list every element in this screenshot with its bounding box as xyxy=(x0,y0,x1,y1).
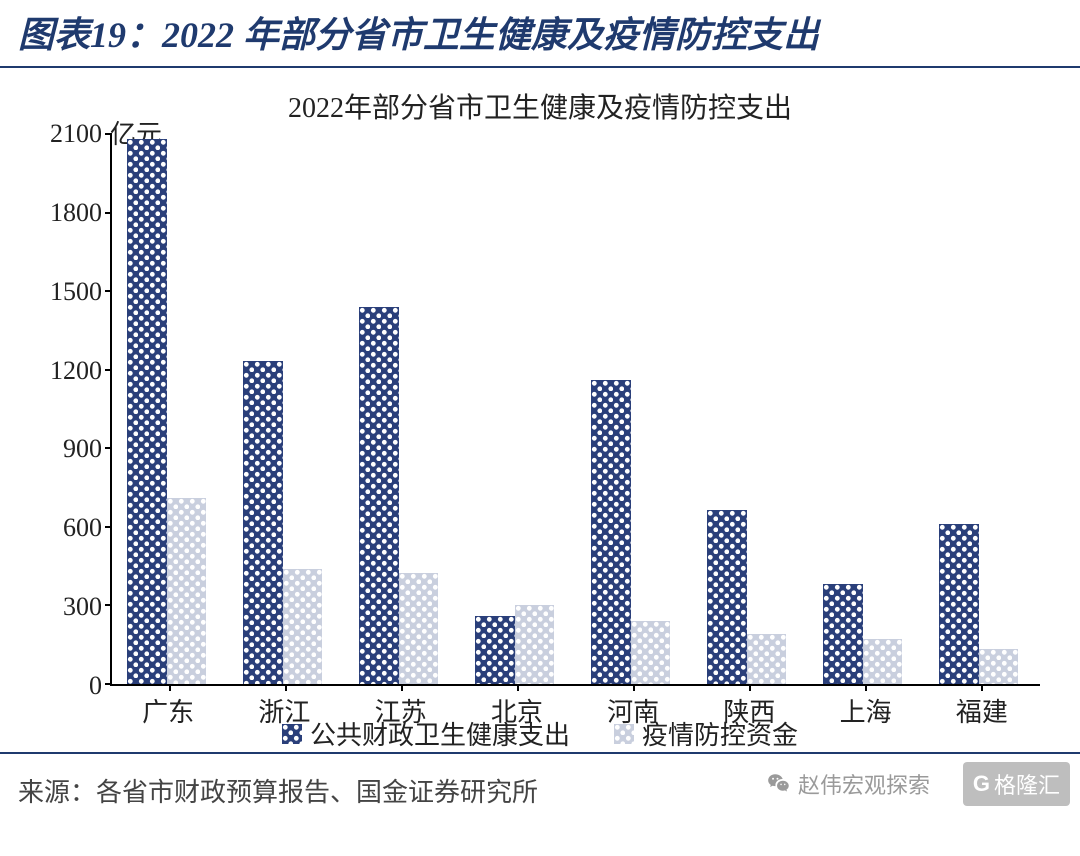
x-tick xyxy=(401,684,403,691)
gelonghui-text: 格隆汇 xyxy=(994,768,1060,800)
gelonghui-logo-icon: G xyxy=(973,771,990,797)
chart-area: 2022年部分省市卫生健康及疫情防控支出 亿元 0300600900120015… xyxy=(30,86,1050,746)
watermark-wechat-text: 赵伟宏观探索 xyxy=(798,768,930,800)
x-tick xyxy=(981,684,983,691)
x-tick xyxy=(169,684,171,691)
y-tick-label: 900 xyxy=(63,434,102,464)
bar xyxy=(167,498,206,684)
bar xyxy=(631,621,670,684)
legend-swatch xyxy=(282,724,302,744)
legend-swatch xyxy=(614,724,634,744)
legend-label: 公共财政卫生健康支出 xyxy=(310,715,570,752)
bar xyxy=(747,634,786,684)
bar xyxy=(591,380,630,684)
x-tick xyxy=(749,684,751,691)
y-tick xyxy=(105,683,112,685)
bar xyxy=(707,510,746,684)
y-tick xyxy=(105,369,112,371)
x-tick xyxy=(517,684,519,691)
bar xyxy=(359,307,398,684)
legend-label: 疫情防控资金 xyxy=(642,715,798,752)
x-tick xyxy=(285,684,287,691)
y-tick-label: 2100 xyxy=(50,119,102,149)
plot-region xyxy=(110,134,1040,686)
y-tick xyxy=(105,526,112,528)
x-tick xyxy=(865,684,867,691)
y-tick xyxy=(105,212,112,214)
y-tick xyxy=(105,447,112,449)
y-tick-label: 600 xyxy=(63,513,102,543)
x-tick xyxy=(633,684,635,691)
bar xyxy=(399,573,438,684)
wechat-icon xyxy=(766,771,792,797)
bar xyxy=(283,569,322,684)
y-tick xyxy=(105,604,112,606)
y-tick-label: 0 xyxy=(89,671,102,701)
bar xyxy=(515,605,554,684)
bar xyxy=(243,361,282,684)
bar xyxy=(979,649,1018,684)
bar xyxy=(863,639,902,684)
watermark-gelonghui: G 格隆汇 xyxy=(963,762,1070,806)
y-tick-label: 1200 xyxy=(50,356,102,386)
bar xyxy=(127,139,166,684)
legend-item: 公共财政卫生健康支出 xyxy=(282,715,570,752)
watermark-wechat: 赵伟宏观探索 xyxy=(766,768,930,800)
chart-title: 2022年部分省市卫生健康及疫情防控支出 xyxy=(30,86,1050,126)
y-tick xyxy=(105,133,112,135)
y-tick-label: 1800 xyxy=(50,198,102,228)
bar xyxy=(939,524,978,684)
y-tick-label: 1500 xyxy=(50,277,102,307)
y-tick xyxy=(105,290,112,292)
legend-item: 疫情防控资金 xyxy=(614,715,798,752)
figure-title: 图表19：2022 年部分省市卫生健康及疫情防控支出 xyxy=(0,0,1080,68)
y-tick-label: 300 xyxy=(63,592,102,622)
bars-layer xyxy=(112,134,1040,684)
y-axis-labels: 03006009001200150018002100 xyxy=(30,134,102,686)
bar xyxy=(823,584,862,684)
legend: 公共财政卫生健康支出 疫情防控资金 xyxy=(30,715,1050,752)
bar xyxy=(475,616,514,684)
